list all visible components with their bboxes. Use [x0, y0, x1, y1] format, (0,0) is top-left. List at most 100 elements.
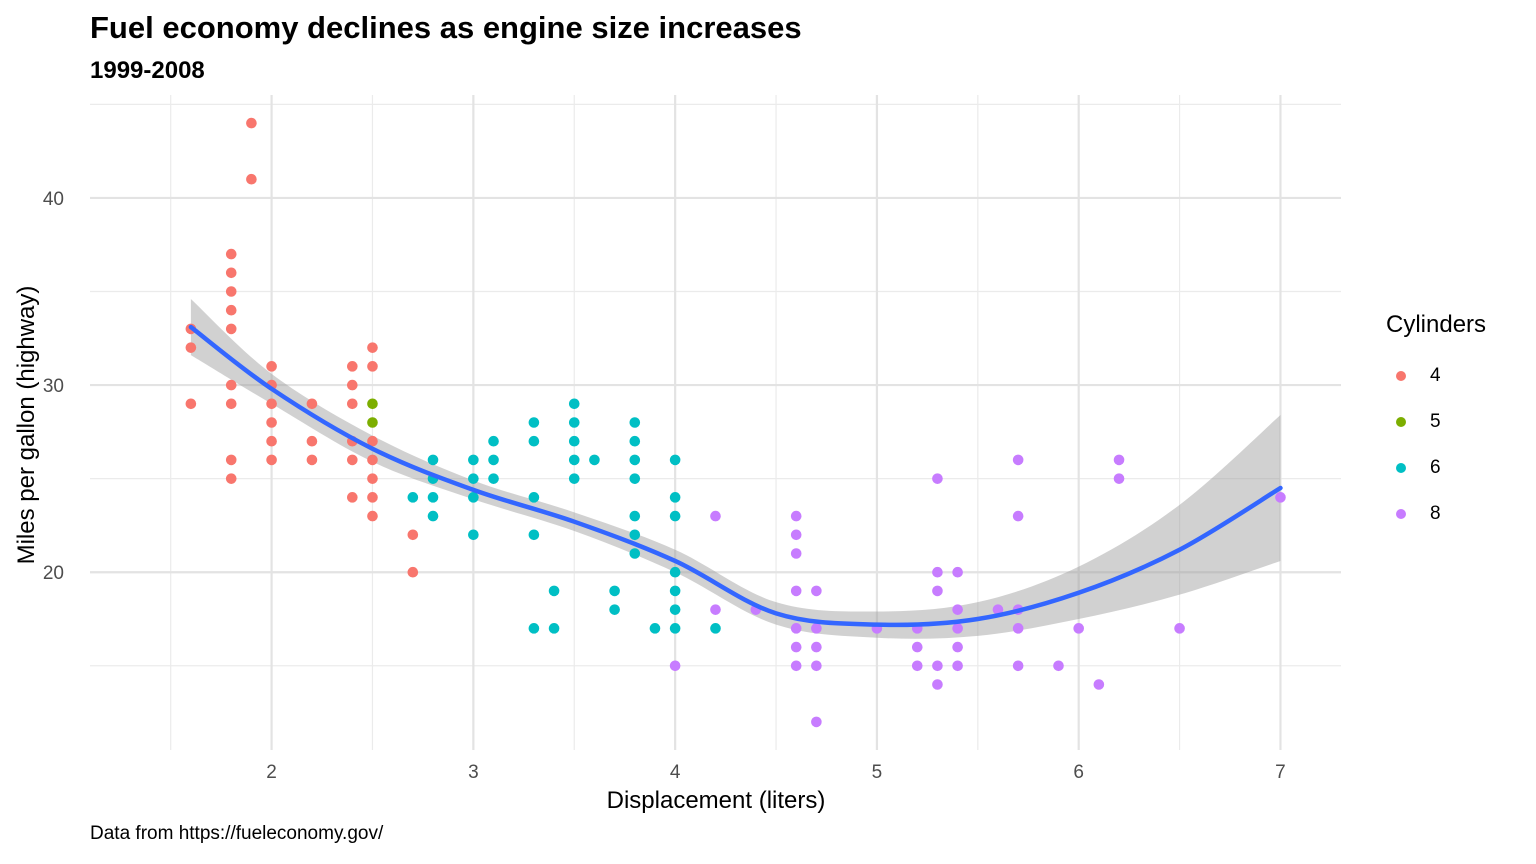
y-tick-label: 30 [43, 376, 64, 397]
data-point-cyl-4 [347, 492, 358, 503]
data-point-cyl-6 [568, 435, 580, 447]
data-point-cyl-4 [367, 454, 378, 466]
data-point-cyl-4 [347, 454, 358, 466]
data-point-cyl-8 [790, 641, 802, 653]
data-point-cyl-8 [932, 679, 943, 690]
data-point-cyl-8 [952, 566, 963, 578]
confidence-band-layer [190, 298, 1281, 639]
data-point-cyl-6 [568, 417, 580, 428]
data-point-cyl-8 [952, 604, 963, 615]
data-point-cyl-6 [528, 417, 540, 428]
data-point-cyl-8 [1053, 660, 1064, 672]
data-point-cyl-8 [1012, 660, 1024, 672]
data-point-cyl-4 [347, 361, 358, 372]
caption: Data from https://fueleconomy.gov/ [90, 823, 384, 844]
data-point-cyl-6 [548, 585, 560, 597]
data-point-cyl-6 [629, 548, 641, 559]
data-point-cyl-8 [1113, 454, 1125, 466]
data-point-cyl-6 [629, 510, 641, 522]
data-point-cyl-8 [1012, 510, 1024, 522]
data-point-cyl-8 [1012, 623, 1024, 634]
data-point-cyl-8 [1093, 679, 1105, 690]
data-point-cyl-6 [669, 454, 681, 466]
data-point-cyl-6 [427, 454, 439, 466]
data-point-cyl-6 [548, 623, 560, 634]
data-point-cyl-4 [306, 398, 318, 410]
legend-swatch [1396, 417, 1406, 427]
data-point-cyl-6 [488, 473, 499, 484]
data-point-cyl-4 [225, 248, 237, 260]
legend-label: 6 [1430, 457, 1441, 478]
data-points-layer [185, 117, 1286, 728]
data-point-cyl-6 [528, 529, 540, 541]
data-point-cyl-8 [1073, 623, 1084, 634]
x-axis-label: Displacement (liters) [607, 787, 826, 814]
data-point-cyl-8 [952, 623, 963, 634]
data-point-cyl-4 [225, 398, 237, 410]
data-point-cyl-4 [347, 379, 358, 391]
data-point-cyl-4 [367, 510, 378, 522]
legend-item-8: 8 [1396, 502, 1441, 526]
data-point-cyl-8 [790, 623, 802, 634]
data-point-cyl-6 [468, 454, 479, 466]
x-axis-tick-labels: 2 3 4 5 6 7 [266, 762, 1285, 783]
data-point-cyl-6 [629, 435, 641, 447]
data-point-cyl-8 [1012, 454, 1024, 466]
data-point-cyl-4 [225, 454, 237, 466]
data-point-cyl-8 [790, 510, 802, 522]
data-point-cyl-8 [811, 660, 822, 672]
loess-smooth-line [188, 324, 1283, 628]
legend-item-5: 5 [1396, 410, 1441, 434]
data-point-cyl-4 [246, 117, 257, 129]
data-point-cyl-4 [266, 361, 277, 372]
x-tick-label: 3 [468, 762, 479, 783]
data-point-cyl-6 [427, 492, 439, 503]
x-tick-label: 2 [266, 762, 277, 783]
data-point-cyl-6 [669, 492, 681, 503]
data-point-cyl-4 [246, 173, 257, 185]
data-point-cyl-6 [609, 604, 620, 615]
legend-item-6: 6 [1396, 456, 1441, 480]
x-tick-label: 5 [872, 762, 883, 783]
data-point-cyl-8 [811, 716, 822, 728]
data-point-cyl-6 [649, 623, 661, 634]
data-point-cyl-6 [669, 566, 681, 578]
data-point-cyl-6 [629, 454, 641, 466]
data-point-cyl-4 [266, 435, 277, 447]
y-axis-tick-labels: 20 30 40 [43, 189, 64, 584]
data-point-cyl-4 [185, 398, 197, 410]
data-point-cyl-6 [629, 529, 641, 541]
legend-title: Cylinders [1386, 311, 1487, 338]
data-point-cyl-8 [932, 660, 943, 672]
data-point-cyl-8 [790, 548, 802, 559]
data-point-cyl-6 [468, 473, 479, 484]
data-point-cyl-4 [367, 435, 378, 447]
data-point-cyl-8 [932, 473, 943, 484]
data-point-cyl-4 [225, 379, 237, 391]
data-point-cyl-6 [488, 435, 499, 447]
major-gridlines [90, 95, 1341, 750]
smooth-line-layer [188, 324, 1283, 628]
data-point-cyl-6 [669, 604, 681, 615]
data-point-cyl-6 [568, 454, 580, 466]
data-point-cyl-4 [266, 454, 277, 466]
data-point-cyl-5 [367, 398, 378, 410]
data-point-cyl-4 [306, 454, 318, 466]
y-tick-label: 20 [43, 563, 64, 584]
data-point-cyl-4 [225, 473, 237, 484]
data-point-cyl-8 [811, 641, 822, 653]
y-tick-label: 40 [43, 189, 64, 210]
chart-subtitle: 1999-2008 [90, 57, 205, 84]
legend-swatch [1396, 371, 1406, 381]
data-point-cyl-4 [367, 361, 378, 372]
chart-title: Fuel economy declines as engine size inc… [90, 10, 802, 45]
data-point-cyl-6 [669, 585, 681, 597]
data-point-cyl-6 [528, 492, 540, 503]
data-point-cyl-6 [427, 510, 439, 522]
data-point-cyl-8 [710, 604, 721, 615]
data-point-cyl-4 [367, 473, 378, 484]
data-point-cyl-4 [367, 492, 378, 503]
legend-label: 8 [1430, 503, 1441, 524]
data-point-cyl-4 [225, 323, 237, 335]
